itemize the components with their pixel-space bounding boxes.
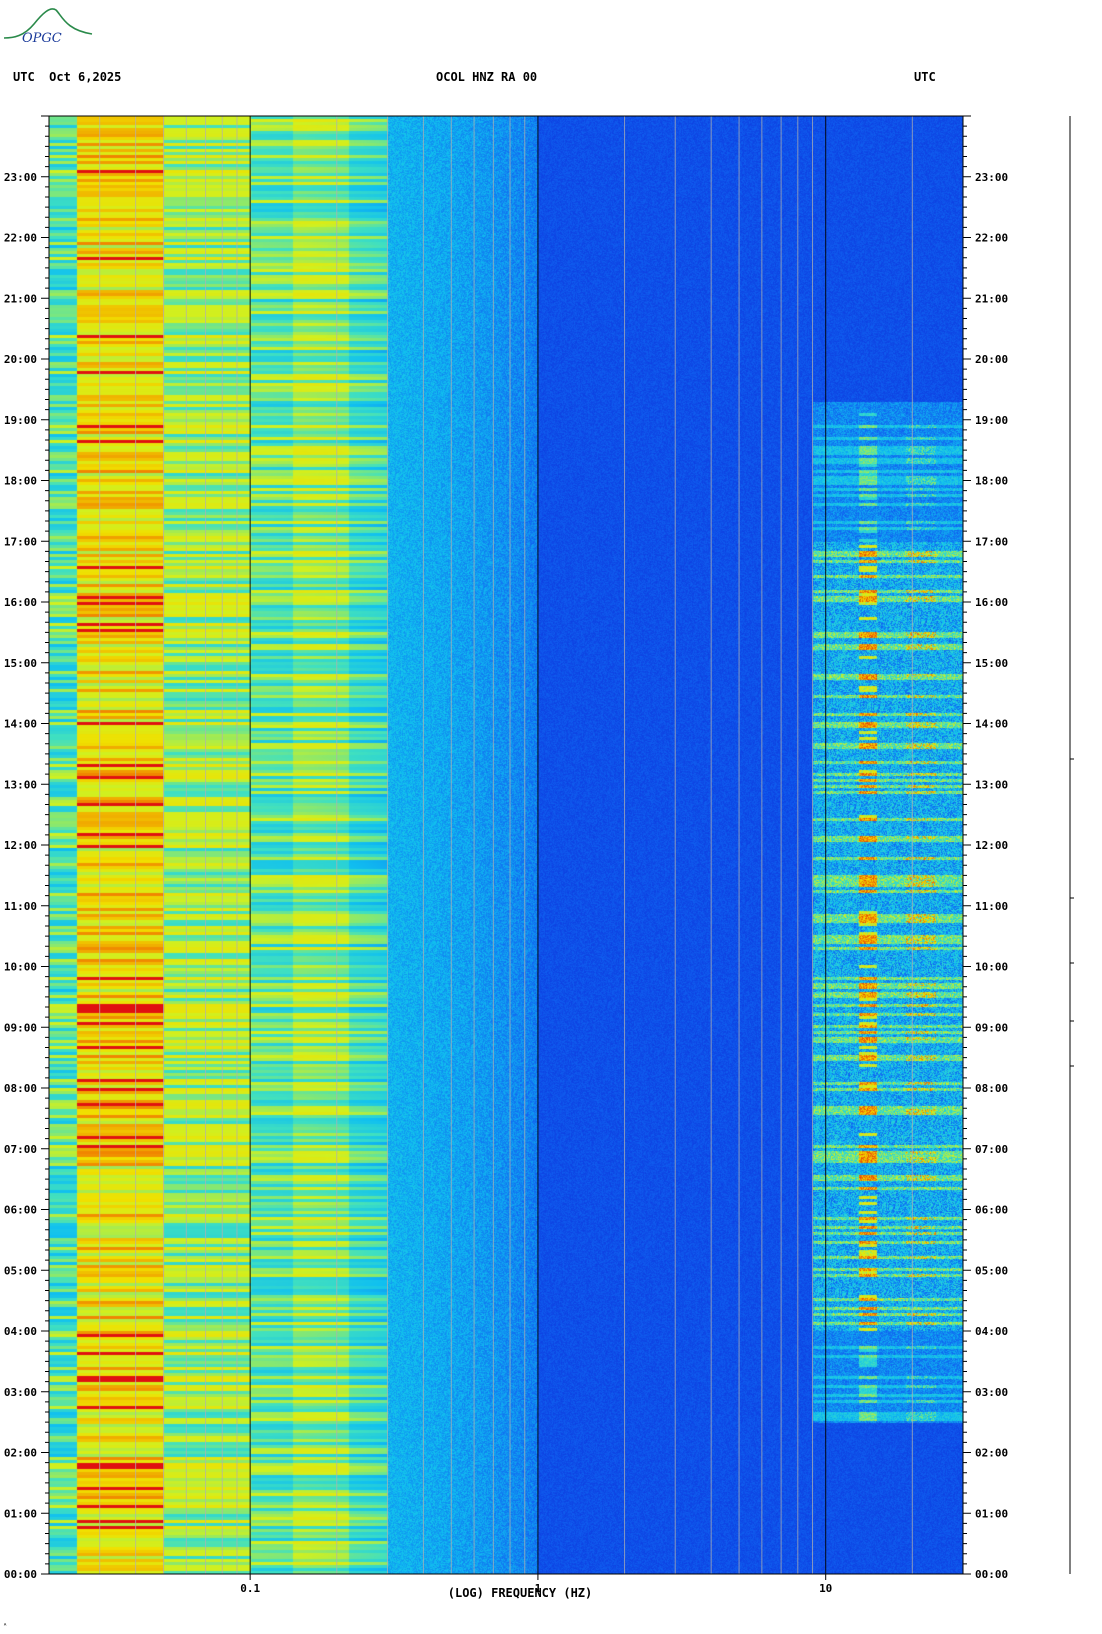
header-date: UTC Oct 6,2025 [13,70,122,84]
y-tick-label-right: 22:00 [975,232,1008,245]
y-tick-label-right: 16:00 [975,596,1008,609]
y-tick-label-left: 02:00 [4,1447,37,1460]
y-tick-label-right: 19:00 [975,414,1008,427]
y-tick-label-left: 06:00 [4,1204,37,1217]
y-tick-label-right: 09:00 [975,1021,1008,1034]
y-tick-label-left: 19:00 [4,414,37,427]
y-tick-label-right: 03:00 [975,1386,1008,1399]
header-station: OCOL HNZ RA 00 [436,70,538,84]
y-tick-label-right: 14:00 [975,718,1008,731]
spectrogram-heatmap [49,116,963,1574]
header-utc-right: UTC [914,70,936,84]
y-tick-label-right: 15:00 [975,657,1008,670]
y-tick-label-left: 16:00 [4,596,37,609]
y-tick-label-right: 21:00 [975,292,1008,305]
y-tick-label-left: 11:00 [4,900,37,913]
y-tick-label-right: 18:00 [975,475,1008,488]
y-tick-label-right: 07:00 [975,1143,1008,1156]
footer-mark: ᴬ [3,1622,8,1630]
y-tick-label-right: 17:00 [975,535,1008,548]
y-tick-label-right: 05:00 [975,1264,1008,1277]
y-tick-label-left: 21:00 [4,292,37,305]
y-tick-label-right: 02:00 [975,1447,1008,1460]
spectrogram-plot [49,116,963,1574]
y-tick-label-left: 15:00 [4,657,37,670]
y-tick-label-left: 03:00 [4,1386,37,1399]
y-tick-label-right: 23:00 [975,171,1008,184]
y-tick-label-right: 01:00 [975,1507,1008,1520]
y-tick-label-left: 10:00 [4,961,37,974]
y-tick-label-left: 20:00 [4,353,37,366]
x-tick-label: 0.1 [240,1582,260,1595]
y-tick-label-left: 05:00 [4,1264,37,1277]
x-tick-label: 1 [535,1582,542,1595]
y-tick-label-left: 01:00 [4,1507,37,1520]
y-tick-label-left: 14:00 [4,718,37,731]
y-tick-label-right: 10:00 [975,961,1008,974]
y-tick-label-left: 00:00 [4,1568,37,1581]
y-tick-label-left: 23:00 [4,171,37,184]
logo-text: OPGC [22,31,62,44]
x-tick-label: 10 [819,1582,832,1595]
y-tick-label-right: 00:00 [975,1568,1008,1581]
y-tick-label-left: 09:00 [4,1021,37,1034]
y-tick-label-left: 04:00 [4,1325,37,1338]
y-tick-label-left: 22:00 [4,232,37,245]
x-axis-label: (LOG) FREQUENCY (HZ) [447,1586,593,1600]
y-tick-label-right: 12:00 [975,839,1008,852]
y-tick-label-left: 17:00 [4,535,37,548]
y-tick-label-left: 13:00 [4,778,37,791]
opgc-logo: OPGC [2,4,94,48]
y-tick-label-left: 08:00 [4,1082,37,1095]
y-tick-label-right: 08:00 [975,1082,1008,1095]
y-tick-label-left: 18:00 [4,475,37,488]
y-tick-label-left: 07:00 [4,1143,37,1156]
y-tick-label-right: 11:00 [975,900,1008,913]
y-tick-label-right: 13:00 [975,778,1008,791]
y-tick-label-left: 12:00 [4,839,37,852]
y-tick-label-right: 20:00 [975,353,1008,366]
y-tick-label-right: 04:00 [975,1325,1008,1338]
y-tick-label-right: 06:00 [975,1204,1008,1217]
